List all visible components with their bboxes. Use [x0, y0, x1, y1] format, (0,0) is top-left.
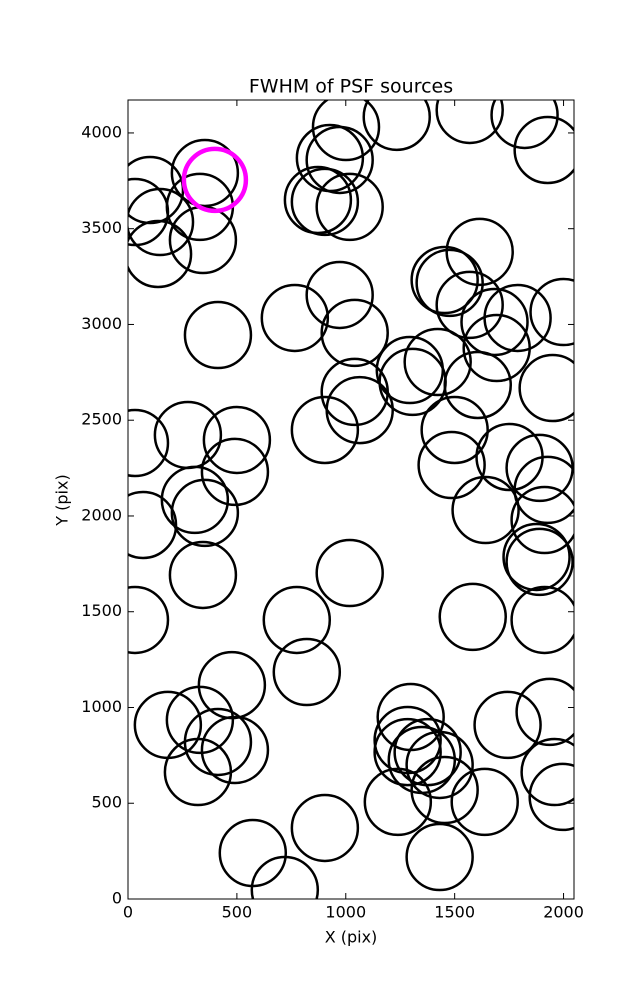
- source-circle: [305, 125, 374, 195]
- source-circle: [515, 677, 574, 747]
- source-circle: [320, 298, 389, 368]
- source-circle: [183, 300, 253, 370]
- source-circle: [502, 522, 571, 592]
- source-circle: [315, 172, 384, 242]
- source-circle: [375, 335, 445, 405]
- source-circle: [163, 737, 233, 807]
- source-circle: [305, 260, 374, 330]
- source-circle: [443, 350, 512, 420]
- source-circle: [490, 100, 559, 150]
- source-circle: [513, 455, 574, 525]
- y-tick-label: 4000: [81, 122, 122, 141]
- source-circle: [403, 327, 472, 397]
- source-circle: [415, 248, 484, 318]
- source-circle: [181, 146, 249, 214]
- source-circle: [290, 793, 360, 863]
- source-circle: [202, 405, 272, 475]
- y-tick-label: 3500: [81, 218, 122, 237]
- source-circle: [128, 585, 170, 655]
- x-tick-label: 1500: [434, 903, 475, 922]
- source-circle: [520, 737, 574, 807]
- source-circle: [311, 100, 381, 162]
- source-circle: [405, 822, 474, 892]
- x-axis-label: X (pix): [325, 928, 378, 947]
- source-circle: [483, 283, 552, 353]
- y-tick-label: 2000: [81, 505, 122, 524]
- source-circle: [250, 855, 320, 899]
- source-circle: [417, 430, 486, 500]
- y-axis-label: Y (pix): [53, 474, 72, 526]
- y-tick-label: 3000: [81, 314, 122, 333]
- source-circle: [460, 287, 529, 357]
- source-circle: [200, 715, 270, 785]
- source-circle: [410, 755, 479, 825]
- source-circle: [435, 100, 504, 145]
- source-circle: [325, 375, 394, 445]
- source-circle: [451, 475, 520, 545]
- chart-title: FWHM of PSF sources: [249, 76, 453, 98]
- source-circle: [438, 582, 507, 652]
- source-circle: [373, 717, 442, 787]
- source-circle: [315, 538, 384, 608]
- x-tick-label: 0: [123, 903, 133, 922]
- source-circle: [200, 437, 270, 507]
- source-circle: [218, 818, 288, 888]
- source-circle: [262, 585, 332, 655]
- source-circle: [528, 762, 574, 832]
- y-tick-label: 500: [91, 793, 122, 812]
- x-tick-label: 500: [222, 903, 253, 922]
- source-circle: [272, 637, 342, 707]
- plot-area: [128, 100, 574, 899]
- source-circle: [405, 730, 474, 800]
- source-circle: [362, 100, 431, 152]
- source-circle: [363, 767, 433, 837]
- source-circle: [462, 313, 531, 383]
- y-tick-label: 1500: [81, 601, 122, 620]
- source-circle: [165, 685, 235, 755]
- source-circle: [420, 395, 489, 465]
- source-circle: [128, 490, 178, 560]
- source-circle: [170, 478, 240, 548]
- plot-frame: [127, 99, 575, 900]
- source-circle: [410, 245, 479, 315]
- source-circle: [128, 408, 170, 478]
- source-circle: [290, 395, 360, 465]
- x-tick-label: 1000: [325, 903, 366, 922]
- source-circle: [510, 585, 574, 655]
- source-circle: [393, 717, 462, 787]
- y-tick-label: 0: [112, 889, 122, 908]
- source-circle: [505, 527, 574, 597]
- source-circle: [475, 422, 544, 492]
- y-tick-label: 1000: [81, 697, 122, 716]
- source-circle: [260, 283, 330, 353]
- source-circle: [290, 167, 360, 237]
- source-circle: [168, 540, 238, 610]
- source-circle: [160, 465, 230, 535]
- source-circle: [435, 270, 504, 340]
- x-tick-label: 2000: [543, 903, 584, 922]
- source-circle: [518, 353, 574, 423]
- source-circle: [473, 690, 542, 760]
- source-circle: [513, 115, 574, 185]
- source-circle: [510, 485, 574, 555]
- y-tick-label: 2500: [81, 410, 122, 429]
- source-circle: [529, 277, 574, 347]
- source-circle: [450, 767, 519, 837]
- source-circle: [445, 217, 514, 287]
- source-circle: [128, 219, 193, 289]
- source-circle: [376, 682, 445, 752]
